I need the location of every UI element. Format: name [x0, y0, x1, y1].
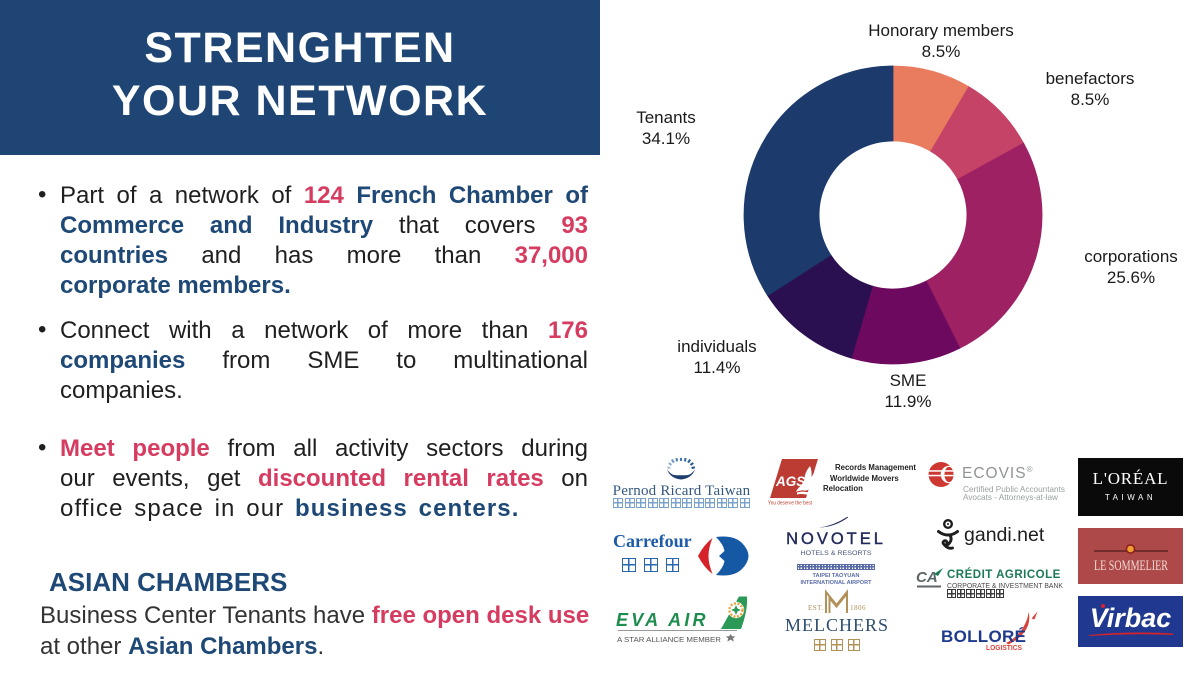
- svg-text:INTERNATIONAL AIRPORT: INTERNATIONAL AIRPORT: [801, 580, 873, 586]
- svg-text:CA: CA: [916, 569, 938, 586]
- svg-text:LOGISTICS: LOGISTICS: [986, 645, 1022, 652]
- svg-text:TAIPEI TAOYUAN: TAIPEI TAOYUAN: [813, 573, 860, 579]
- svg-text:CORPORATE & INVESTMENT BANK: CORPORATE & INVESTMENT BANK: [947, 583, 1063, 590]
- svg-text:You deserve the best: You deserve the best: [768, 501, 812, 507]
- svg-text:LE SOMMELIER: LE SOMMELIER: [1094, 558, 1168, 574]
- svg-text:HOTELS & RESORTS: HOTELS & RESORTS: [801, 551, 872, 557]
- svg-text:A STAR ALLIANCE MEMBER: A STAR ALLIANCE MEMBER: [617, 635, 722, 644]
